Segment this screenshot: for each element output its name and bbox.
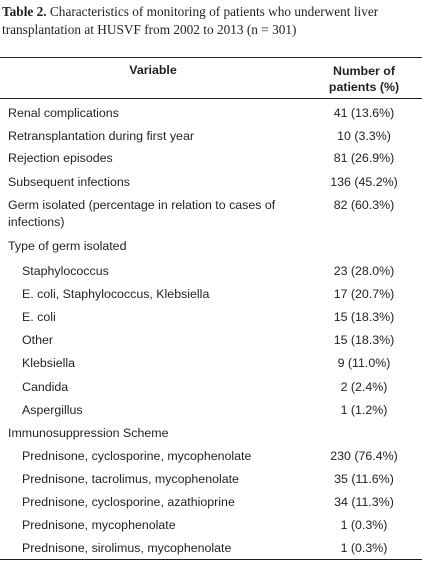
row-value: 1 (0.3%) [340,541,388,555]
row-variable: E. coli, Staphylococcus, Klebsiella [22,287,210,301]
row-value: 23 (28.0%) [333,264,395,278]
row-variable: Prednisone, sirolimus, mycophenolate [22,541,232,555]
row-variable: Prednisone, mycophenolate [22,518,176,532]
section-label: Type of germ isolated [8,239,127,253]
table-caption-text: Characteristics of monitoring of patient… [2,4,379,37]
table-top-rule [0,57,422,58]
row-value: 15 (18.3%) [333,333,395,347]
row-variable: Prednisone, cyclosporine, azathioprine [22,495,235,509]
table-bottom-rule [0,559,422,560]
row-value: 10 (3.3%) [337,129,391,143]
column-header-variable: Variable [129,63,177,77]
row-value: 9 (11.0%) [337,356,391,370]
row-variable: Subsequent infections [8,175,130,189]
row-value: 2 (2.4%) [340,380,388,394]
row-value: 35 (11.6%) [334,472,394,486]
row-variable: Candida [22,380,69,394]
row-variable-multiline: Germ isolated (percentage in relation to… [8,198,298,230]
row-variable: Aspergillus [22,403,83,417]
table-caption: Table 2. Characteristics of monitoring o… [2,3,420,39]
column-header-number: Number of patients (%) [306,63,422,95]
row-variable: Retransplantation during first year [8,129,194,143]
row-variable-line1: Germ isolated (percentage in relation to… [8,198,276,212]
row-variable: Renal complications [8,106,119,120]
row-variable: Prednisone, cyclosporine, mycophenolate [22,449,252,463]
row-variable: Rejection episodes [8,151,113,165]
row-value: 15 (18.3%) [333,310,395,324]
column-header-number-line2: patients (%) [328,80,400,94]
row-variable: Klebsiella [22,356,76,370]
row-value: 41 (13.6%) [333,106,395,120]
row-variable-line2: infections) [8,215,65,229]
row-variable: Prednisone, tacrolimus, mycophenolate [22,472,239,486]
row-value: 1 (0.3%) [340,518,388,532]
row-value: 82 (60.3%) [333,198,395,212]
row-variable: Other [22,333,53,347]
row-value: 1 (1.2%) [340,403,388,417]
table-header-rule [0,98,422,99]
section-label: Immunosuppression Scheme [8,426,169,440]
row-value: 34 (11.3%) [334,495,394,509]
row-value: 230 (76.4%) [330,449,398,463]
table-caption-label: Table 2. [2,4,47,19]
row-value: 17 (20.7%) [333,287,395,301]
row-variable: E. coli [22,310,56,324]
row-value: 81 (26.9%) [333,151,395,165]
row-variable: Staphylococcus [22,264,109,278]
row-value: 136 (45.2%) [330,175,398,189]
column-header-number-line1: Number of [333,64,395,78]
